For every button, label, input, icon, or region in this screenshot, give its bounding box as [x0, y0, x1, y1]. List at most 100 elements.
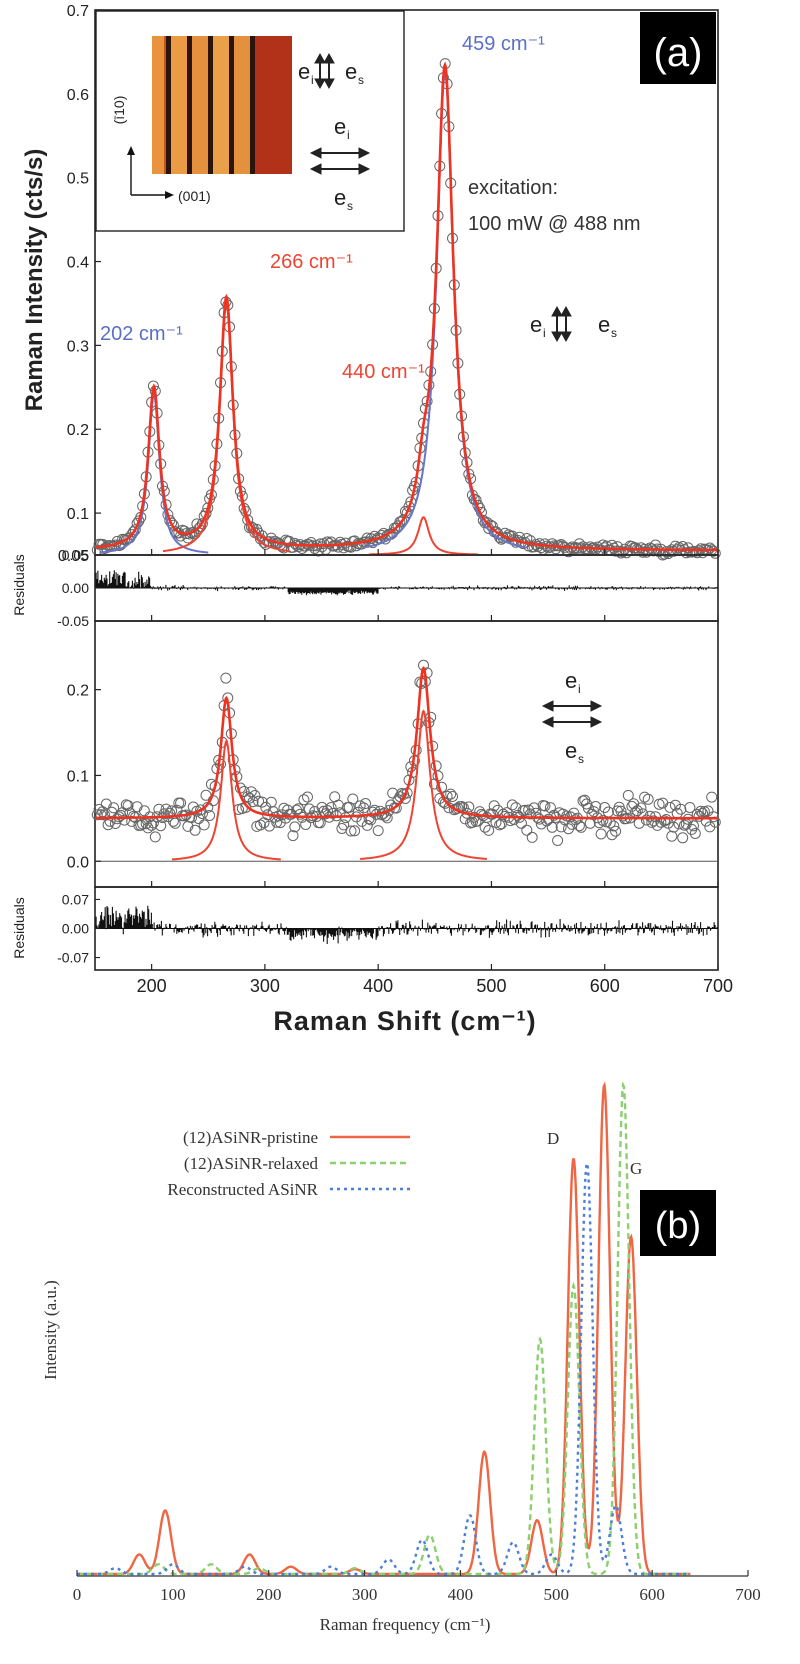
bottom-spectrum-point [91, 809, 103, 821]
bottom-spectrum-point [483, 824, 495, 836]
top-spectrum-point [677, 541, 689, 552]
bottom-spectrum-point [263, 820, 275, 832]
bottom-spectrum-point [584, 817, 596, 829]
bottom-spectrum-point [254, 819, 266, 831]
bottom-spectrum-point [524, 808, 536, 820]
bottom-spectrum-data-points [91, 659, 721, 846]
inset-arrowhead-vertical [127, 146, 135, 155]
inset-arrowhead-horizontal [165, 191, 174, 199]
peak-label-202: 202 cm⁻¹ [100, 323, 183, 345]
inset-ei-sub: i [311, 73, 314, 87]
bottom-spectrum-point [204, 810, 216, 821]
excitation-label: excitation: [468, 177, 558, 199]
panel-b-x-tick-label: 700 [735, 1585, 761, 1604]
inset-ei-letter: e [298, 59, 310, 84]
top-spectrum-y-tick-label: 0.5 [67, 171, 89, 188]
legend-label-relaxed: (12)ASiNR-relaxed [184, 1154, 319, 1173]
peak-label-459: 459 cm⁻¹ [462, 33, 545, 55]
top-spectrum-peak-component-202 [99, 391, 209, 554]
bottom-spectrum-point [622, 789, 634, 801]
bottom-spectrum-point [595, 828, 607, 840]
top-residuals-y-tick-label: -0.05 [57, 613, 89, 629]
bottom-spectrum-point [99, 809, 110, 821]
bottom-spectrum-point [708, 811, 719, 823]
panel-a-x-tick-label: 700 [703, 976, 733, 996]
bottom-spectrum-point [657, 797, 669, 809]
top-ei-letter: e [530, 312, 542, 337]
bottom-spectrum-point [327, 807, 339, 819]
bottom-residuals-label: Residuals [11, 897, 27, 958]
top-spectrum-point [349, 535, 361, 547]
bottom-spectrum-point [155, 820, 167, 832]
peak-label-266: 266 cm⁻¹ [270, 251, 353, 273]
bottom-spectrum-point [664, 801, 676, 813]
bottom-ei-letter: e [565, 668, 577, 693]
bottom-spectrum-point [506, 799, 518, 811]
bottom-spectrum-y-tick-label: 0.1 [67, 768, 89, 785]
bottom-spectrum-point [684, 802, 696, 813]
horizontal-double-arrow-icon [541, 700, 603, 728]
panel-a-x-tick-label: 600 [590, 976, 620, 996]
bottom-es-sub: s [578, 752, 584, 766]
bottom-spectrum-frame [94, 620, 719, 888]
panel-b-y-axis-label: Intensity (a.u.) [41, 1280, 60, 1380]
inset-axis-horizontal-label: (001) [178, 188, 211, 204]
annotation-g: G [630, 1159, 642, 1178]
bottom-spectrum-point [548, 809, 560, 821]
bottom-spectrum-point [302, 791, 313, 803]
bottom-spectrum-point [108, 802, 120, 814]
top-ei-sub: i [543, 326, 546, 340]
bottom-spectrum-point [534, 813, 545, 825]
bottom-spectrum-point [544, 802, 556, 814]
top-residuals-label: Residuals [11, 554, 27, 615]
bottom-residuals-y-tick-label: -0.07 [57, 950, 89, 966]
bottom-spectrum-peak-component-440 [360, 709, 487, 860]
bottom-spectrum-point [298, 794, 310, 806]
top-spectrum-point [613, 545, 625, 557]
panel-b-legend: (12)ASiNR-pristine (12)ASiNR-relaxed Rec… [167, 1128, 410, 1199]
top-spectrum-point [253, 527, 265, 539]
top-spectrum-point [660, 546, 672, 558]
bottom-residuals-y-tick-label: 0.00 [62, 921, 89, 937]
panel-b-x-tick-label: 0 [73, 1585, 82, 1604]
panel-a-label: (a) [654, 31, 703, 75]
top-spectrum-point [606, 539, 618, 551]
top-spectrum-point [283, 535, 295, 547]
top-spectrum-y-tick-label: 0.05 [58, 548, 89, 565]
bottom-spectrum-point [546, 821, 558, 833]
bottom-spectrum-point [563, 823, 574, 835]
inset-cross-ei-sub: i [347, 128, 350, 142]
bottom-spectrum-point [131, 801, 143, 813]
bottom-spectrum-y-tick-label: 0.0 [67, 854, 89, 871]
bottom-spectrum-point [138, 805, 150, 817]
bottom-spectrum-y-tick-label: 0.2 [67, 683, 89, 700]
bottom-spectrum-point [287, 830, 299, 842]
panel-b-x-axis-label: Raman frequency (cm⁻¹) [320, 1615, 491, 1634]
series-line-1 [77, 1081, 691, 1576]
bottom-spectrum-peak-component-266 [172, 739, 281, 861]
bottom-spectrum-point [137, 818, 149, 830]
top-polarization-label: e i e s [530, 305, 617, 343]
bottom-spectrum-point [425, 711, 437, 723]
bottom-spectrum-point [521, 824, 533, 836]
panel-b-x-tick-label: 300 [352, 1585, 378, 1604]
bottom-spectrum-point [100, 798, 112, 810]
inset-es-sub: s [358, 73, 364, 87]
bottom-spectrum-point [338, 819, 350, 831]
bottom-spectrum-point [175, 797, 187, 809]
top-spectrum-point [390, 522, 402, 534]
bottom-spectrum-point [677, 832, 689, 844]
legend-label-reconstructed: Reconstructed ASiNR [167, 1180, 318, 1199]
panel-b-label: (b) [655, 1205, 701, 1247]
top-spectrum-y-tick-label: 0.3 [67, 338, 89, 355]
bottom-spectrum-point [372, 825, 384, 837]
bottom-spectrum-point [668, 821, 680, 833]
panel-b-x-tick-label: 100 [160, 1585, 186, 1604]
top-spectrum-y-tick-label: 0.2 [67, 422, 89, 439]
bottom-spectrum-point [352, 806, 364, 818]
bottom-spectrum-point [198, 819, 210, 831]
bottom-spectrum-point [354, 800, 366, 812]
inset-polarization-cross: e i e s [309, 114, 371, 213]
bottom-spectrum-point [610, 825, 622, 837]
